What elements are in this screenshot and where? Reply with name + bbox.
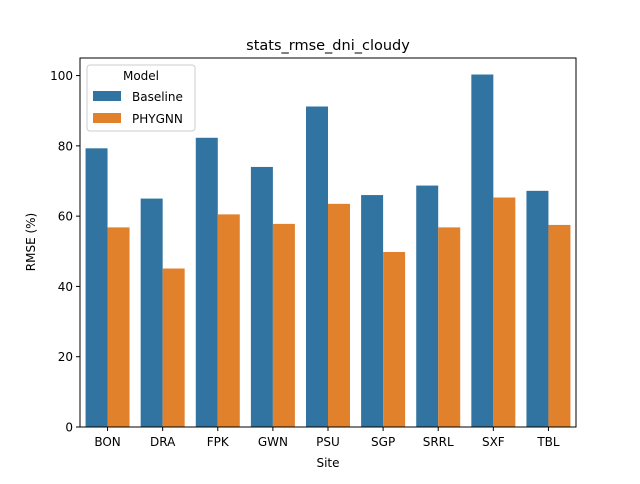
x-tick-label: TBL xyxy=(536,435,560,449)
x-tick-label: DRA xyxy=(150,435,176,449)
x-tick-label: FPK xyxy=(207,435,230,449)
x-tick-label: SXF xyxy=(482,435,505,449)
bar-phygnn-sxf xyxy=(493,197,516,427)
bar-baseline-tbl xyxy=(526,190,549,427)
y-tick-label: 80 xyxy=(58,139,73,153)
bar-phygnn-psu xyxy=(328,203,350,427)
y-axis: 0 20 40 60 80 100 xyxy=(50,69,80,435)
bar-phygnn-fpk xyxy=(217,214,240,427)
x-axis: BON DRA FPK GWN PSU SGP SRRL SXF TBL xyxy=(94,427,560,449)
y-tick-label: 40 xyxy=(58,280,73,294)
legend-label-phygnn: PHYGNN xyxy=(132,112,183,126)
x-tick-label: GWN xyxy=(258,435,288,449)
bar-baseline-gwn xyxy=(250,166,273,427)
x-axis-label: Site xyxy=(316,456,339,470)
bar-phygnn-dra xyxy=(162,268,185,427)
legend-label-baseline: Baseline xyxy=(132,90,183,104)
bar-phygnn-tbl xyxy=(548,224,571,427)
x-tick-label: SGP xyxy=(371,435,395,449)
bar-baseline-srrl xyxy=(416,185,439,427)
legend-swatch-baseline xyxy=(93,91,121,101)
chart-title: stats_rmse_dni_cloudy xyxy=(246,38,410,54)
bar-baseline-dra xyxy=(140,198,163,427)
legend: Model Baseline PHYGNN xyxy=(86,64,196,132)
legend-title: Model xyxy=(123,69,159,83)
y-tick-label: 100 xyxy=(50,69,73,83)
bar-baseline-bon xyxy=(85,148,108,427)
bar-phygnn-srrl xyxy=(438,227,461,427)
bar-phygnn-gwn xyxy=(272,223,295,427)
x-tick-label: PSU xyxy=(316,435,340,449)
y-tick-label: 20 xyxy=(58,350,73,364)
legend-swatch-phygnn xyxy=(93,113,121,123)
bar-baseline-fpk xyxy=(195,137,218,427)
y-tick-label: 0 xyxy=(65,421,73,435)
bar-baseline-psu xyxy=(306,106,328,428)
bars-layer xyxy=(85,74,571,428)
bar-baseline-sxf xyxy=(471,74,494,427)
bar-baseline-sgp xyxy=(361,195,384,427)
bar-phygnn-sgp xyxy=(383,251,406,427)
y-axis-label: RMSE (%) xyxy=(24,213,38,271)
plot-frame xyxy=(79,57,577,428)
x-tick-label: BON xyxy=(94,435,120,449)
x-tick-label: SRRL xyxy=(423,435,454,449)
bar-phygnn-bon xyxy=(107,227,130,427)
y-tick-label: 60 xyxy=(58,210,73,224)
